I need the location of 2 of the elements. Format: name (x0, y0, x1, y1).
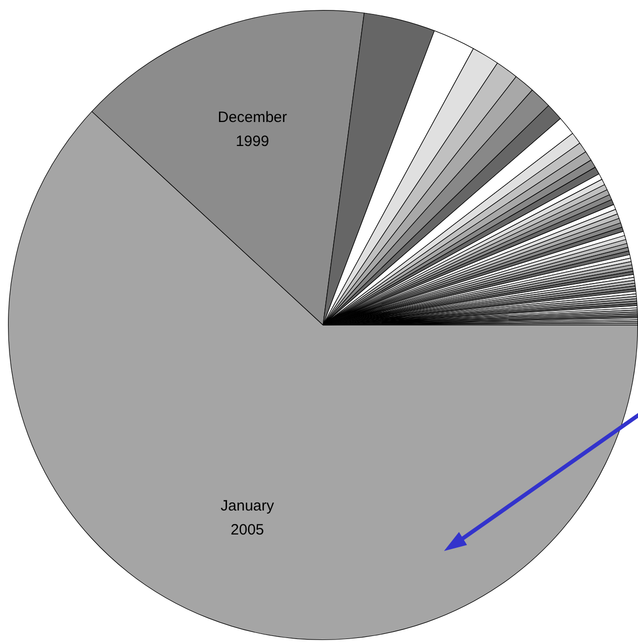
slice-label: January 2005 (220, 498, 275, 539)
slice-label: December 1999 (218, 108, 287, 150)
